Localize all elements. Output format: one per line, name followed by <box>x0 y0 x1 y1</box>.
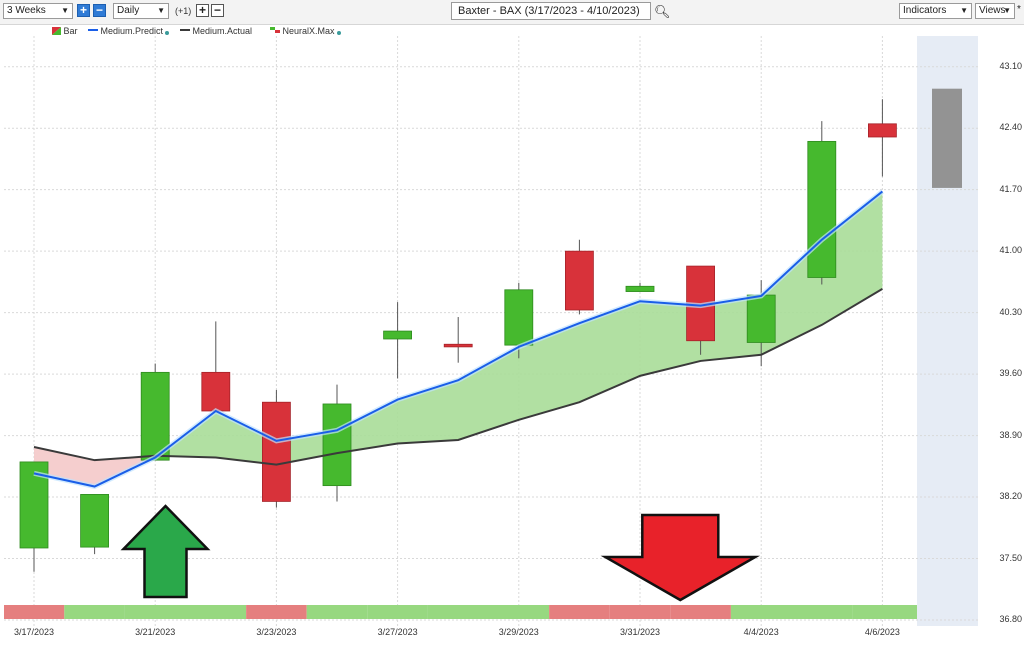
chevron-down-icon: ▼ <box>157 6 165 15</box>
chevron-down-icon: ▼ <box>960 6 968 15</box>
medium-predict-line <box>33 190 884 488</box>
signal-strip-segment <box>852 605 917 619</box>
y-tick-label: 41.70 <box>999 183 1022 194</box>
signal-strip-segment <box>306 605 368 619</box>
candle-body <box>322 403 352 487</box>
candle-body <box>504 289 534 346</box>
views-label: Views <box>979 5 1006 16</box>
settings-dot-icon[interactable] <box>165 31 170 35</box>
signal-strip-segment <box>730 605 792 619</box>
signal-strip-segment <box>246 605 307 619</box>
indicators-label: Indicators <box>903 5 947 16</box>
legend-medium-actual: Medium.Actual <box>180 26 252 37</box>
plus-icon: + <box>198 3 206 17</box>
signal-strip-segment <box>4 605 65 619</box>
signal-strip-segment <box>670 605 731 619</box>
candle-body <box>565 250 594 311</box>
line-legend-icon <box>88 29 98 31</box>
candle-body <box>746 294 776 343</box>
signal-strip-segment <box>609 605 671 619</box>
offset-decrease-button[interactable]: − <box>211 3 224 17</box>
x-tick-label: 4/6/2023 <box>864 627 900 637</box>
medium-actual-line <box>33 288 883 466</box>
band-fill-bullish <box>155 191 883 465</box>
line-legend-icon <box>180 29 190 31</box>
x-tick-label: 3/29/2023 <box>498 627 539 637</box>
signal-strip-segment <box>791 605 853 619</box>
candle-body <box>140 371 170 461</box>
chart-title-field[interactable]: Baxter - BAX (3/17/2023 - 4/10/2023) <box>451 2 651 20</box>
x-tick-label: 3/21/2023 <box>135 627 176 637</box>
legend-medium-predict: Medium.Predict <box>88 26 170 37</box>
signal-strip-segment <box>367 605 428 619</box>
legend-neuralx-label: NeuralX.Max <box>282 26 335 36</box>
range-select[interactable]: 3 Weeks ▼ <box>3 3 73 19</box>
y-tick-label: 42.40 <box>999 122 1022 133</box>
chart-title: Baxter - BAX (3/17/2023 - 4/10/2023) <box>458 5 640 17</box>
x-tick-label: 3/31/2023 <box>619 627 661 637</box>
y-axis: 43.10 42.40 41.70 41.00 40.30 39.60 38.90 38.20… <box>982 36 1024 626</box>
search-icon[interactable]: 🔍︎ <box>654 4 671 19</box>
candle-body <box>201 371 231 412</box>
buy-signal-arrow-up <box>120 504 211 599</box>
y-tick-label: 36.80 <box>999 614 1022 624</box>
legend-medium-actual-label: Medium.Actual <box>192 26 253 36</box>
candle-body <box>868 123 897 138</box>
signal-strip-segment <box>64 605 125 619</box>
legend-bar: Bar <box>52 26 78 37</box>
candle-body <box>443 343 473 348</box>
signal-strip-segment <box>185 605 247 619</box>
x-tick-label: 3/23/2023 <box>256 627 297 637</box>
plus-icon: + <box>79 3 87 17</box>
y-tick-label: 40.30 <box>999 306 1022 317</box>
x-tick-label: 3/27/2023 <box>377 627 418 637</box>
zoom-in-button[interactable]: + <box>77 3 90 17</box>
signal-strip-segment <box>488 605 550 619</box>
y-tick-label: 37.50 <box>999 552 1022 563</box>
sell-signal-arrow-down <box>600 513 760 602</box>
candle-body <box>383 330 413 340</box>
chevron-down-icon: ▼ <box>1003 6 1011 15</box>
zoom-out-button[interactable]: − <box>93 3 106 17</box>
range-select-value: 3 Weeks <box>7 5 46 16</box>
legend-medium-predict-label: Medium.Predict <box>100 26 164 36</box>
y-tick-label: 38.90 <box>999 429 1022 440</box>
signal-strip-segment <box>549 605 610 619</box>
legend-bar-label: Bar <box>63 26 78 36</box>
candle-body <box>80 494 109 548</box>
neuralx-legend-icon <box>270 27 280 33</box>
minus-icon: − <box>213 3 221 17</box>
candle-body <box>261 401 291 502</box>
views-dropdown[interactable]: Views ▼ <box>975 3 1015 19</box>
signal-strip-segment <box>124 605 186 619</box>
bar-legend-icon <box>52 27 61 35</box>
band-fill-bearish <box>34 446 160 487</box>
offset-increase-button[interactable]: + <box>196 3 209 17</box>
offset-label: (+1) <box>175 6 192 16</box>
settings-dot-icon[interactable] <box>336 31 341 35</box>
toolbar: 3 Weeks ▼ + − Daily ▼ (+1) + − Baxter - … <box>0 0 1024 25</box>
forecast-range-bar <box>932 88 962 188</box>
y-tick-label: 43.10 <box>999 60 1022 71</box>
views-modified-marker: * <box>1017 4 1021 15</box>
x-tick-label: 3/17/2023 <box>13 627 55 637</box>
y-tick-label: 38.20 <box>999 491 1022 502</box>
signal-strip-segment <box>427 605 489 619</box>
interval-select-value: Daily <box>117 5 140 16</box>
y-tick-label: 41.00 <box>999 245 1022 256</box>
chevron-down-icon: ▼ <box>61 6 69 15</box>
minus-icon: − <box>95 3 103 17</box>
candle-body <box>625 285 655 292</box>
interval-select[interactable]: Daily ▼ <box>113 3 169 19</box>
x-tick-label: 4/4/2023 <box>743 627 779 637</box>
candle-body <box>807 140 837 278</box>
indicators-dropdown[interactable]: Indicators ▼ <box>899 3 972 19</box>
y-tick-label: 39.60 <box>999 368 1022 379</box>
price-chart[interactable] <box>0 0 982 646</box>
legend-neuralx: NeuralX.Max <box>270 26 341 37</box>
